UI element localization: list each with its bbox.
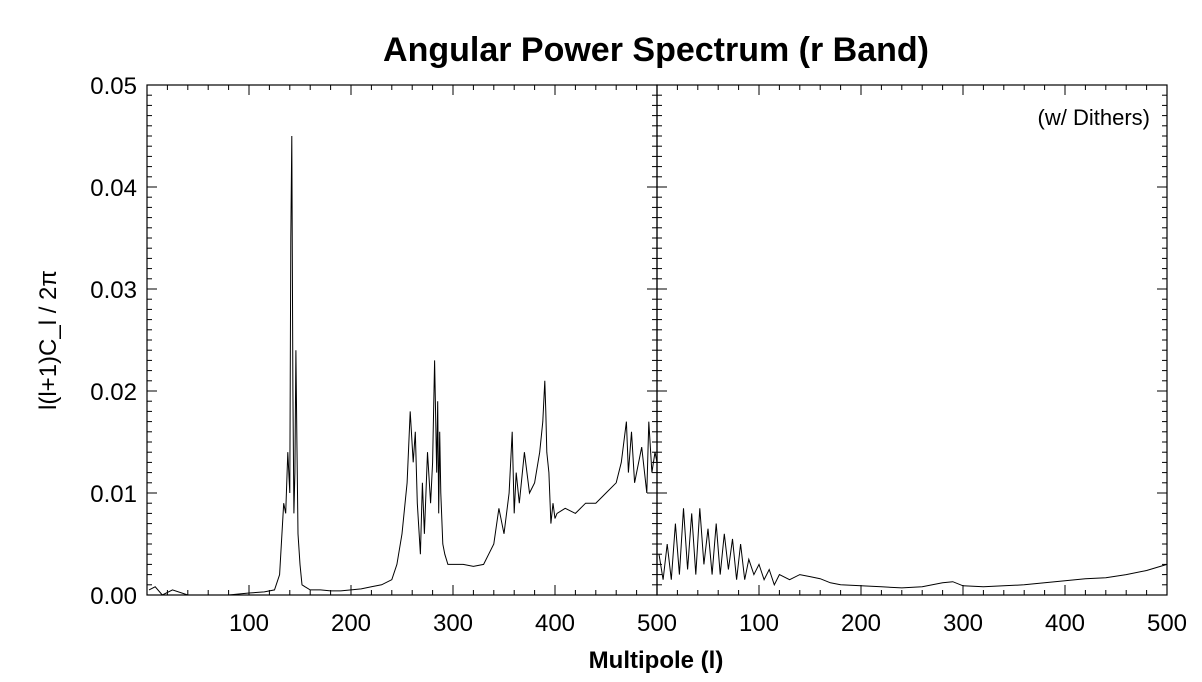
panel-with-dithers: 100 200 300 400 500 (w/ Dithers) bbox=[656, 84, 1187, 637]
series-line-with-dithers bbox=[658, 508, 1168, 589]
y-tick-label: 0.03 bbox=[90, 277, 137, 304]
y-tick-label: 0.01 bbox=[90, 481, 137, 508]
y-tick-label: 0.05 bbox=[90, 73, 137, 100]
series-line-no-dithers bbox=[148, 135, 658, 596]
x-ticks-left: 100 200 300 400 500 bbox=[146, 85, 677, 637]
x-ticks-right: 100 200 300 400 500 bbox=[656, 85, 1187, 637]
x-tick-label: 500 bbox=[637, 610, 677, 637]
x-tick-label: 100 bbox=[229, 610, 269, 637]
x-tick-label: 500 bbox=[1147, 610, 1187, 637]
y-tick-label: 0.00 bbox=[90, 583, 137, 610]
y-tick-label: 0.04 bbox=[90, 175, 137, 202]
x-tick-label: 300 bbox=[943, 610, 983, 637]
x-tick-label: 200 bbox=[331, 610, 371, 637]
x-tick-label: 200 bbox=[841, 610, 881, 637]
y-axis-label: l(l+1)C_l / 2π bbox=[35, 270, 62, 410]
plot-frame-right bbox=[656, 84, 1168, 596]
x-tick-label: 400 bbox=[1045, 610, 1085, 637]
y-ticks-left bbox=[147, 84, 657, 596]
panel-without-dithers: 100 200 300 400 500 bbox=[146, 84, 677, 637]
x-tick-label: 300 bbox=[433, 610, 473, 637]
y-tick-labels: 0.00 0.01 0.02 0.03 0.04 0.05 bbox=[90, 73, 137, 610]
y-ticks-right bbox=[657, 84, 1167, 596]
x-tick-label: 100 bbox=[739, 610, 779, 637]
y-tick-label: 0.02 bbox=[90, 379, 137, 406]
plot-frame-left bbox=[146, 84, 658, 596]
panel-annotation: (w/ Dithers) bbox=[1038, 105, 1150, 130]
x-axis-label: Multipole (l) bbox=[589, 647, 724, 674]
chart-title: Angular Power Spectrum (r Band) bbox=[383, 31, 929, 69]
x-tick-label: 400 bbox=[535, 610, 575, 637]
